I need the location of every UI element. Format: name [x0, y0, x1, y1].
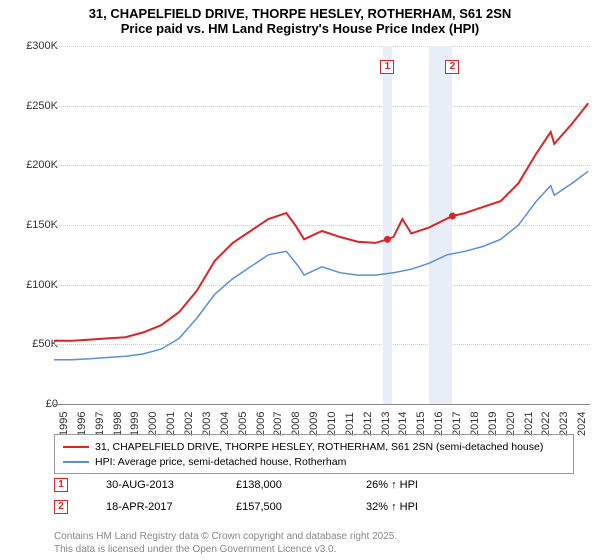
- x-tick-label: 2003: [201, 412, 213, 436]
- x-tick-label: 2019: [487, 412, 499, 436]
- x-tick-label: 1997: [94, 412, 106, 436]
- chart-legend: 31, CHAPELFIELD DRIVE, THORPE HESLEY, RO…: [54, 434, 574, 474]
- x-tick-label: 2015: [415, 412, 427, 436]
- sale-price-1: £138,000: [236, 479, 328, 491]
- legend-label-property: 31, CHAPELFIELD DRIVE, THORPE HESLEY, RO…: [95, 441, 543, 453]
- x-tick-label: 2002: [183, 412, 195, 436]
- x-tick-label: 2006: [255, 412, 267, 436]
- x-tick-label: 2001: [165, 412, 177, 436]
- sale-price-2: £157,500: [236, 501, 328, 513]
- x-tick-label: 2022: [540, 412, 552, 436]
- legend-row-property: 31, CHAPELFIELD DRIVE, THORPE HESLEY, RO…: [63, 439, 565, 454]
- x-tick-label: 2017: [451, 412, 463, 436]
- x-tick-label: 2020: [505, 412, 517, 436]
- legend-swatch-hpi: [63, 461, 89, 463]
- legend-swatch-property: [63, 446, 89, 448]
- x-tick-label: 2013: [380, 412, 392, 436]
- sale-delta-2: 32% ↑ HPI: [366, 501, 458, 513]
- x-tick-label: 1995: [58, 412, 70, 436]
- y-gridline: [54, 404, 590, 405]
- legend-row-hpi: HPI: Average price, semi-detached house,…: [63, 454, 565, 469]
- sale-date-1: 30-AUG-2013: [106, 479, 198, 491]
- x-tick-label: 1998: [112, 412, 124, 436]
- series-property: [54, 103, 588, 340]
- sale-marker-box: 1: [380, 60, 394, 74]
- x-tick-label: 2012: [362, 412, 374, 436]
- x-tick-label: 1996: [76, 412, 88, 436]
- x-tick-label: 2014: [397, 412, 409, 436]
- legend-label-hpi: HPI: Average price, semi-detached house,…: [95, 456, 346, 468]
- sale-row-1: 1 30-AUG-2013 £138,000 26% ↑ HPI: [54, 478, 458, 492]
- sale-marker-icon-2: 2: [54, 500, 68, 514]
- footer-line-1: Contains HM Land Registry data © Crown c…: [54, 531, 397, 544]
- x-tick-label: 2009: [308, 412, 320, 436]
- chart-plot-area: 12: [54, 46, 590, 404]
- chart-title-line2: Price paid vs. HM Land Registry's House …: [0, 21, 600, 36]
- x-tick-label: 2004: [219, 412, 231, 436]
- sale-date-2: 18-APR-2017: [106, 501, 198, 513]
- sale-row-2: 2 18-APR-2017 £157,500 32% ↑ HPI: [54, 500, 458, 514]
- x-tick-label: 2010: [326, 412, 338, 436]
- x-tick-label: 2008: [290, 412, 302, 436]
- x-tick-label: 2024: [576, 412, 588, 436]
- x-tick-label: 2018: [469, 412, 481, 436]
- sale-delta-1: 26% ↑ HPI: [366, 479, 458, 491]
- x-tick-label: 2023: [558, 412, 570, 436]
- x-tick-label: 2000: [147, 412, 159, 436]
- x-tick-label: 2011: [344, 412, 356, 436]
- sale-marker-box: 2: [445, 60, 459, 74]
- x-tick-label: 1999: [129, 412, 141, 436]
- sale-dot: [449, 213, 456, 220]
- x-tick-label: 2016: [433, 412, 445, 436]
- footer-line-2: This data is licensed under the Open Gov…: [54, 544, 397, 557]
- sale-marker-icon-1: 1: [54, 478, 68, 492]
- chart-title-line1: 31, CHAPELFIELD DRIVE, THORPE HESLEY, RO…: [0, 0, 600, 21]
- line-chart-svg: [54, 46, 590, 404]
- series-hpi: [54, 171, 588, 359]
- x-tick-label: 2005: [237, 412, 249, 436]
- x-tick-label: 2007: [272, 412, 284, 436]
- footer-attribution: Contains HM Land Registry data © Crown c…: [54, 531, 397, 556]
- sale-dot: [384, 236, 391, 243]
- x-tick-label: 2021: [523, 412, 535, 436]
